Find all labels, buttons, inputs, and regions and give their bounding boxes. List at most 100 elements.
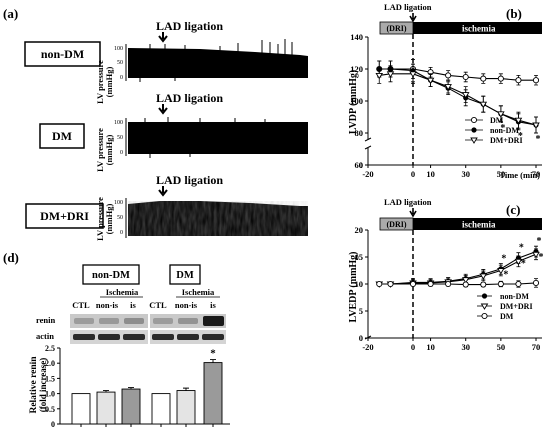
actin-band [152, 334, 174, 340]
series-DM+DRI [375, 63, 540, 134]
data-point [375, 72, 384, 80]
legend-c: non-DM DM+DRI DM [477, 292, 533, 321]
ylabel-line2: (mmHg) [104, 203, 114, 234]
bar [151, 393, 171, 425]
legend-marker-non-dm [481, 293, 488, 299]
x-tick-label: 10 [426, 342, 435, 352]
error-bar [103, 390, 109, 393]
arrow-down-icon [158, 186, 168, 197]
x-tick-label: 70 [532, 342, 541, 352]
actin-band [73, 334, 95, 340]
b-xlabel: Time (min) [499, 170, 540, 180]
ylabel-line1: LV pressure [95, 128, 105, 172]
trace-dm: LAD ligation DM LV pressure (mmHg) 100 5… [39, 91, 308, 172]
y-tick-label: 1.5 [45, 374, 55, 383]
significance-star: * [210, 348, 216, 360]
y-tick-label: 0 [51, 420, 55, 428]
tick-label: 100 [114, 120, 123, 126]
group-label-non-dm: non-DM [41, 47, 84, 61]
b-ylabel: LVDP (mmHg) [348, 70, 359, 134]
data-point [479, 273, 488, 280]
legend-label: DM+DRI [500, 302, 533, 311]
axis-break [364, 137, 372, 150]
lane-label: non-is [96, 300, 119, 310]
data-point [514, 117, 523, 125]
series-line [379, 68, 537, 126]
significance-star: * [521, 259, 526, 270]
tick-label: 100 [114, 46, 123, 52]
tick-label: 0 [120, 230, 123, 236]
panel-a: (a) LAD ligation non-DM LV pressure (mmH… [3, 6, 308, 241]
y-tick-label: 100 [350, 96, 363, 106]
trace-spikes [139, 39, 293, 82]
data-point [532, 122, 540, 129]
legend-marker-dm-dri [470, 137, 478, 144]
data-point [532, 77, 540, 84]
ischemia-header: Ischemia [182, 287, 215, 297]
legend-label: non-DM [500, 292, 529, 301]
significance-star: * [537, 236, 542, 247]
renin-band [74, 318, 94, 324]
x-tick-label: 0 [411, 169, 415, 179]
x-tick-label: 30 [461, 169, 470, 179]
x-tick-label: 0 [411, 342, 415, 352]
group-label-dm: DM [52, 129, 72, 143]
pressure-trace [128, 122, 308, 154]
series-non-DM [376, 59, 539, 134]
group-box-non-dm [82, 264, 140, 285]
y-tick-label: 140 [350, 32, 363, 42]
data-point [532, 251, 540, 259]
actin-band [98, 334, 120, 340]
d-ylabel-line2: (fold increase) [38, 358, 48, 413]
y-tick-label: 2.5 [45, 344, 55, 353]
significance-star: * [500, 123, 505, 134]
data-point [497, 280, 504, 288]
data-point [497, 75, 504, 82]
y-tick-label: 1.0 [45, 390, 55, 399]
y-tick-label: 60 [355, 160, 364, 170]
series-line [379, 282, 537, 286]
data-point [497, 111, 505, 118]
x-tick-label: -20 [362, 342, 373, 352]
legend-marker-non-dm [471, 127, 477, 133]
data-point [386, 71, 395, 78]
ischemia-bar [413, 218, 542, 230]
ylabel-line2: (mmHg) [104, 134, 114, 165]
lane-label: is [130, 300, 136, 310]
data-point [376, 280, 383, 288]
data-point [514, 258, 523, 266]
arrow-down-icon [158, 104, 168, 115]
ischemia-label: ischemia [462, 220, 496, 230]
series-line [379, 251, 537, 285]
data-point [444, 84, 452, 91]
actin-band [123, 334, 145, 340]
ischemia-label: ischemia [462, 24, 496, 34]
y-tick-label: 15 [355, 252, 364, 262]
significance-star: * [519, 243, 524, 254]
data-point [461, 277, 470, 284]
tick-label: 0 [120, 150, 123, 156]
panel-b-letter: (b) [506, 6, 522, 21]
error-bar [183, 387, 189, 391]
x-tick-label: 50 [497, 169, 506, 179]
error-bar [128, 387, 134, 390]
legend-b: DM non-DM DM+DRI [465, 116, 523, 145]
y-tick-label: 10 [355, 279, 364, 289]
renin-band [178, 318, 198, 324]
group-label-dm: DM [176, 270, 194, 281]
y-tick-label: 20 [355, 225, 364, 235]
lane-label: is [210, 300, 216, 310]
panel-d-letter: (d) [3, 250, 19, 265]
significance-star: * [503, 269, 508, 280]
x-tick-label: -20 [362, 169, 373, 179]
data-point [532, 279, 540, 286]
legend-label: DM+DRI [490, 136, 523, 145]
lane-label: CTL [149, 300, 167, 310]
data-point [387, 280, 394, 288]
tick-label: 100 [114, 200, 123, 206]
data-point [427, 280, 434, 288]
bar [176, 390, 196, 425]
lane-label: CTL [72, 300, 90, 310]
series-line [379, 73, 537, 126]
